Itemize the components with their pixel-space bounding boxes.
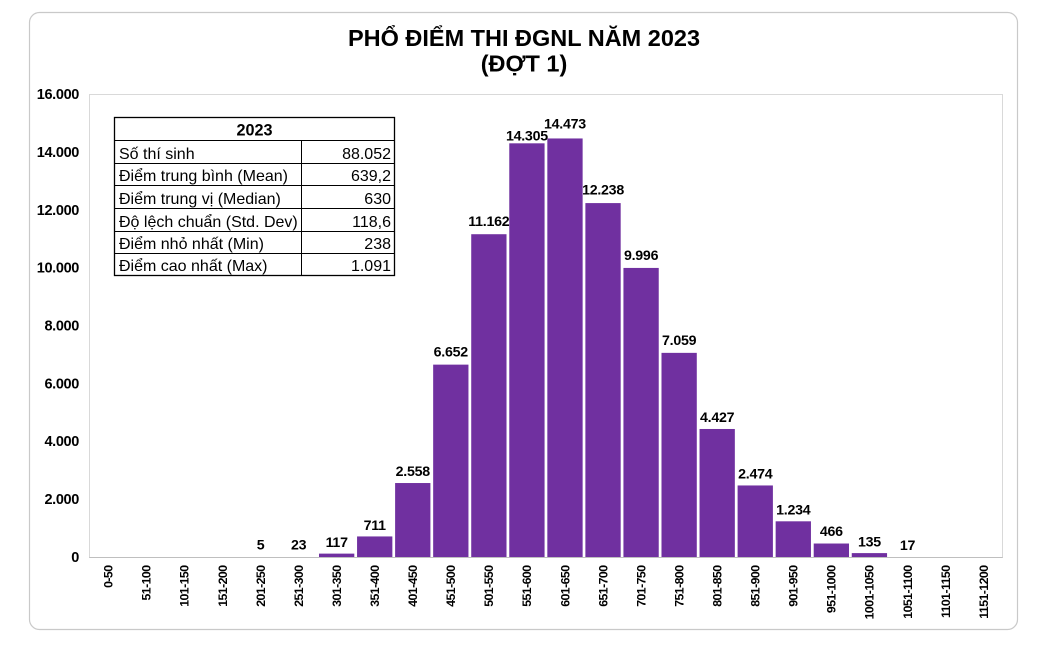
svg-text:(ĐỢT 1): (ĐỢT 1)	[481, 50, 568, 76]
svg-text:Điểm trung vị (Median): Điểm trung vị (Median)	[119, 190, 281, 208]
svg-text:Điểm cao nhất (Max): Điểm cao nhất (Max)	[119, 257, 268, 275]
svg-text:5: 5	[257, 537, 265, 553]
svg-text:501-550: 501-550	[482, 565, 496, 607]
svg-text:10.000: 10.000	[37, 261, 80, 277]
svg-text:2.474: 2.474	[738, 466, 773, 482]
svg-text:751-800: 751-800	[672, 565, 686, 607]
svg-text:401-450: 401-450	[406, 565, 420, 607]
svg-text:0: 0	[71, 550, 79, 566]
svg-text:1151-1200: 1151-1200	[977, 565, 991, 619]
svg-text:0-50: 0-50	[102, 565, 116, 588]
svg-text:2.558: 2.558	[396, 464, 431, 480]
svg-text:1051-1100: 1051-1100	[901, 565, 915, 619]
svg-text:651-700: 651-700	[596, 565, 610, 607]
svg-text:2.000: 2.000	[44, 492, 79, 508]
svg-text:251-300: 251-300	[292, 565, 306, 607]
svg-text:14.473: 14.473	[544, 116, 586, 132]
svg-text:Điểm trung bình (Mean): Điểm trung bình (Mean)	[119, 167, 288, 185]
svg-text:601-650: 601-650	[558, 565, 572, 607]
svg-text:6.652: 6.652	[434, 345, 469, 361]
svg-text:6.000: 6.000	[44, 376, 79, 392]
svg-text:17: 17	[900, 538, 916, 554]
svg-text:1001-1050: 1001-1050	[863, 565, 877, 620]
svg-text:1101-1150: 1101-1150	[939, 565, 953, 618]
svg-text:711: 711	[364, 518, 386, 534]
svg-text:14.305: 14.305	[506, 129, 548, 145]
svg-text:12.238: 12.238	[582, 183, 624, 199]
svg-text:2023: 2023	[236, 122, 272, 140]
svg-text:238: 238	[364, 236, 391, 253]
svg-text:12.000: 12.000	[37, 203, 80, 219]
svg-text:151-200: 151-200	[216, 565, 230, 607]
svg-text:551-600: 551-600	[520, 565, 534, 607]
svg-text:PHỔ ĐIỂM THI ĐGNL NĂM 2023: PHỔ ĐIỂM THI ĐGNL NĂM 2023	[348, 24, 700, 51]
svg-text:1.091: 1.091	[351, 258, 391, 275]
svg-text:135: 135	[858, 535, 881, 551]
svg-text:801-850: 801-850	[710, 565, 724, 607]
svg-text:117: 117	[326, 535, 348, 551]
svg-text:7.059: 7.059	[662, 333, 697, 349]
svg-text:16.000: 16.000	[37, 87, 80, 103]
svg-text:301-350: 301-350	[330, 565, 344, 607]
svg-text:951-1000: 951-1000	[825, 565, 839, 613]
svg-text:201-250: 201-250	[254, 565, 268, 607]
svg-text:639,2: 639,2	[351, 168, 391, 185]
svg-text:88.052: 88.052	[342, 146, 391, 163]
svg-text:Số thí sinh: Số thí sinh	[119, 146, 195, 163]
svg-text:701-750: 701-750	[634, 565, 648, 607]
svg-text:23: 23	[291, 537, 307, 553]
svg-text:630: 630	[364, 191, 391, 208]
svg-text:901-950: 901-950	[787, 565, 801, 607]
svg-text:101-150: 101-150	[178, 565, 192, 607]
svg-text:Độ lệch chuẩn (Std. Dev): Độ lệch chuẩn (Std. Dev)	[119, 213, 298, 231]
svg-text:4.000: 4.000	[44, 434, 79, 450]
svg-text:351-400: 351-400	[368, 565, 382, 607]
svg-text:Điểm nhỏ nhất (Min): Điểm nhỏ nhất (Min)	[119, 235, 264, 253]
svg-text:8.000: 8.000	[44, 319, 79, 335]
svg-text:51-100: 51-100	[140, 565, 154, 601]
svg-text:14.000: 14.000	[37, 145, 80, 161]
svg-text:466: 466	[820, 524, 843, 540]
svg-text:1.234: 1.234	[776, 503, 811, 519]
svg-text:851-900: 851-900	[749, 565, 763, 607]
svg-text:118,6: 118,6	[352, 214, 391, 231]
svg-text:9.996: 9.996	[624, 248, 659, 264]
svg-text:4.427: 4.427	[700, 410, 735, 426]
svg-text:11.162: 11.162	[468, 214, 509, 230]
svg-text:451-500: 451-500	[444, 565, 458, 607]
